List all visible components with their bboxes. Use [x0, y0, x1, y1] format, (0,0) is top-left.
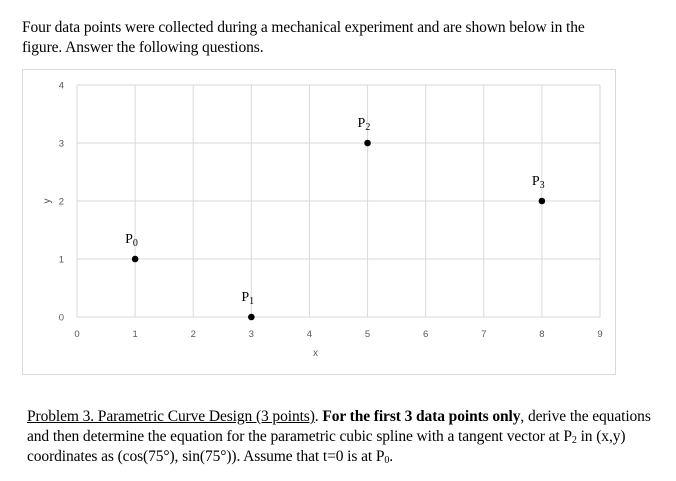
problem-text-2: in (x,y) coordinates as (cos(75°), sin(7… [27, 428, 626, 465]
data-point-label: P3 [532, 174, 545, 191]
x-tick-label: 1 [132, 329, 137, 340]
data-point-marker [248, 313, 255, 321]
x-tick-label: 2 [191, 329, 196, 340]
data-point-label: P0 [125, 232, 138, 249]
x-tick-label: 9 [597, 329, 602, 340]
data-point-label: P2 [358, 116, 371, 133]
intro-line-1: Four data points were collected during a… [22, 19, 585, 36]
y-tick-label: 0 [59, 313, 64, 324]
scatter-chart: 0 1 2 3 4 5 6 7 8 9 0 1 2 3 4 x y P0 P1 P2 P3 [22, 69, 616, 375]
x-tick-label: 3 [249, 329, 254, 340]
x-axis-title: x [313, 348, 318, 359]
data-point-marker [538, 197, 546, 205]
y-tick-label: 1 [59, 255, 64, 266]
y-tick-label: 2 [59, 197, 64, 208]
y-tick-label: 4 [59, 81, 64, 92]
x-tick-label: 7 [481, 329, 486, 340]
problem-text-1: , derive the equations and then determin… [27, 408, 651, 445]
intro-text: Four data points were collected during a… [22, 18, 662, 58]
problem-text-3: . [389, 448, 394, 465]
data-point-label: P1 [241, 290, 254, 307]
x-tick-label: 0 [74, 329, 79, 340]
data-point-marker [131, 255, 139, 263]
x-tick-label: 8 [539, 329, 544, 340]
problem-statement: Problem 3. Parametric Curve Design (3 po… [27, 407, 667, 467]
y-tick-label: 3 [59, 139, 64, 150]
data-point-marker [364, 139, 371, 147]
problem-emphasis: For the first 3 data points only [322, 408, 521, 425]
x-tick-label: 6 [423, 329, 428, 340]
intro-line-2: figure. Answer the following questions. [22, 39, 264, 56]
problem-heading: Problem 3. Parametric Curve Design (3 po… [27, 408, 315, 425]
problem-heading-punct: . [314, 408, 323, 425]
subscript-2: 2 [571, 435, 577, 446]
x-tick-label: 4 [307, 329, 312, 340]
y-axis-title: y [42, 199, 53, 204]
subscript-0: 0 [384, 455, 390, 466]
x-tick-label: 5 [365, 329, 370, 340]
